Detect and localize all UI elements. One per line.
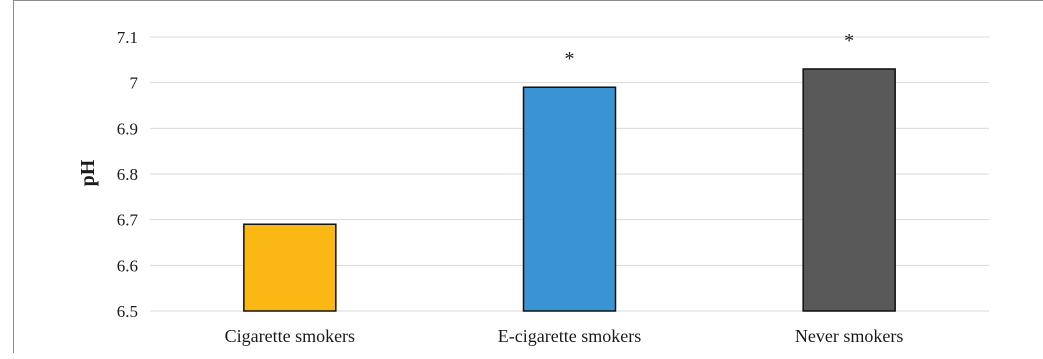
y-tick-label: 6.9 xyxy=(117,119,138,138)
bar-chart: 6.56.66.76.86.977.1 ** Cigarette smokers… xyxy=(77,28,989,346)
significance-marker: * xyxy=(844,30,854,52)
y-tick-labels: 6.5 6.6 6.7 6.8 6.9 7 7.1 xyxy=(117,28,139,321)
y-tick-label: 6.8 xyxy=(117,165,138,184)
chart-frame: 6.5 6.6 6.7 6.8 6.9 7 7.1 * * Cigarette smokers… xyxy=(13,0,1043,353)
category-labels: Cigarette smokers E-cigarette smokers Neve… xyxy=(225,326,904,346)
bar-cigarette-smokers xyxy=(243,223,337,312)
bar-never-smokers xyxy=(802,68,896,312)
y-tick-label: 7.1 xyxy=(117,28,138,47)
bar-e-cigarette-smokers xyxy=(522,86,617,312)
category-label: Cigarette smokers xyxy=(225,326,355,346)
y-tick-label: 6.5 xyxy=(117,302,138,321)
y-tick-label: 7 xyxy=(130,74,139,93)
category-label: E-cigarette smokers xyxy=(498,326,641,346)
significance-markers: ** xyxy=(565,30,855,70)
category-label: Never smokers xyxy=(795,326,903,346)
y-tick-label: 6.6 xyxy=(117,256,138,275)
y-tick-label: 6.7 xyxy=(117,211,139,230)
y-axis-title: pH xyxy=(77,159,99,186)
significance-marker: * xyxy=(565,48,575,70)
bars xyxy=(243,68,896,312)
